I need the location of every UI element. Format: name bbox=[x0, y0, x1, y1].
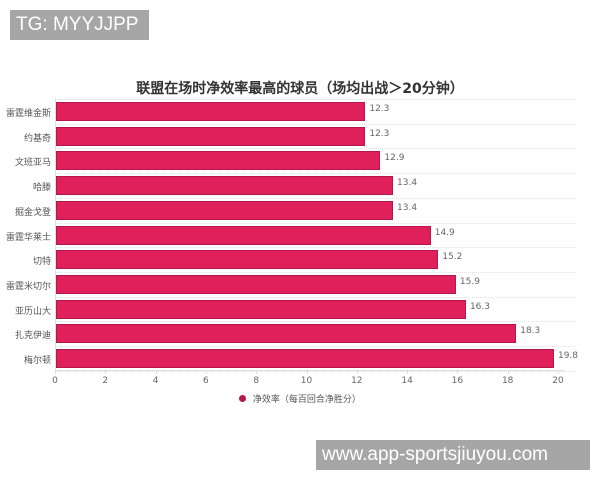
bar-value-label: 18.3 bbox=[520, 326, 541, 337]
bar[interactable] bbox=[56, 349, 554, 368]
gridline bbox=[55, 321, 575, 323]
x-tick-mark bbox=[155, 370, 157, 374]
bar[interactable] bbox=[56, 274, 456, 294]
x-tick-label: 0 bbox=[52, 376, 58, 386]
category-label: 哈滕 bbox=[32, 183, 51, 194]
x-tick-label: 12 bbox=[351, 376, 363, 386]
x-tick-label: 6 bbox=[203, 376, 209, 386]
chart-legend: 净效率（每百回合净胜分） bbox=[0, 392, 600, 405]
x-tick-mark bbox=[55, 370, 56, 374]
category-label: 约基奇 bbox=[23, 133, 51, 144]
gridline bbox=[55, 370, 575, 372]
gridline bbox=[55, 123, 575, 125]
x-axis-line bbox=[55, 370, 565, 371]
gridline bbox=[55, 173, 575, 175]
category-label: 掘金戈登 bbox=[14, 207, 51, 218]
x-tick-label: 18 bbox=[501, 376, 514, 386]
bar-value-label: 12.3 bbox=[369, 104, 390, 114]
gridline bbox=[55, 271, 575, 273]
bar[interactable] bbox=[56, 102, 366, 121]
y-axis-line bbox=[55, 98, 56, 370]
x-tick-mark bbox=[558, 370, 559, 374]
bar-value-label: 14.9 bbox=[434, 227, 455, 238]
bar-value-label: 16.3 bbox=[469, 301, 490, 312]
category-label: 切特 bbox=[32, 257, 51, 268]
bar[interactable] bbox=[56, 126, 366, 146]
bar[interactable] bbox=[56, 299, 466, 319]
bar[interactable] bbox=[56, 200, 393, 220]
gridline bbox=[55, 99, 575, 100]
x-tick-label: 10 bbox=[300, 376, 313, 386]
category-label: 雷霆维金斯 bbox=[5, 109, 51, 119]
x-tick-mark bbox=[205, 370, 207, 374]
watermark-top: TG: MYYJJPP bbox=[10, 10, 149, 40]
category-label: 亚历山大 bbox=[14, 306, 51, 317]
x-tick-mark bbox=[457, 370, 459, 374]
bar-value-label: 15.9 bbox=[459, 276, 480, 287]
x-tick-mark bbox=[105, 370, 107, 374]
watermark-bottom: www.app-sportsjiuyou.com bbox=[316, 440, 590, 470]
x-tick-label: 16 bbox=[451, 376, 464, 386]
x-tick-mark bbox=[507, 370, 509, 374]
category-label: 文班亚马 bbox=[14, 158, 51, 169]
bar-value-label: 19.8 bbox=[557, 351, 579, 361]
plot-area: 12.3 12.3 12.9 13.4 13.4 14.9 15.2 15.9 16.3 18.3… bbox=[55, 98, 579, 372]
gridline bbox=[55, 296, 575, 298]
bar[interactable] bbox=[56, 225, 431, 245]
bar-value-label: 13.4 bbox=[397, 202, 418, 213]
chart-title: 联盟在场时净效率最高的球员（场均出战＞20分钟） bbox=[136, 81, 464, 97]
x-tick-label: 2 bbox=[102, 376, 109, 386]
gridline bbox=[55, 148, 575, 150]
x-tick-label: 20 bbox=[552, 376, 564, 386]
bar-value-label: 15.2 bbox=[442, 252, 463, 263]
category-label: 扎克伊迪 bbox=[14, 331, 51, 342]
gridline bbox=[55, 247, 575, 249]
gridline bbox=[55, 197, 575, 199]
x-tick-mark bbox=[256, 370, 258, 374]
gridline bbox=[55, 346, 575, 347]
legend-label: 净效率（每百回合净胜分） bbox=[252, 395, 361, 405]
bar[interactable] bbox=[56, 324, 517, 344]
bar[interactable] bbox=[56, 176, 393, 196]
x-tick-mark bbox=[407, 370, 409, 374]
bar-value-label: 13.4 bbox=[397, 178, 418, 189]
gridline bbox=[55, 222, 575, 224]
bar[interactable] bbox=[56, 151, 381, 171]
x-tick-label: 8 bbox=[253, 376, 260, 386]
bar-value-label: 12.9 bbox=[384, 153, 405, 164]
legend-marker-icon bbox=[239, 395, 247, 402]
bar-value-label: 12.3 bbox=[369, 128, 390, 139]
category-label: 梅尔顿 bbox=[23, 356, 51, 366]
x-tick-mark bbox=[356, 370, 358, 374]
category-label: 雷霆华莱士 bbox=[5, 232, 51, 243]
x-tick-mark bbox=[306, 370, 308, 374]
x-tick-label: 4 bbox=[152, 376, 159, 386]
x-tick-label: 14 bbox=[401, 376, 413, 386]
bar[interactable] bbox=[56, 250, 439, 270]
category-label: 雷霆米切尔 bbox=[5, 281, 51, 292]
